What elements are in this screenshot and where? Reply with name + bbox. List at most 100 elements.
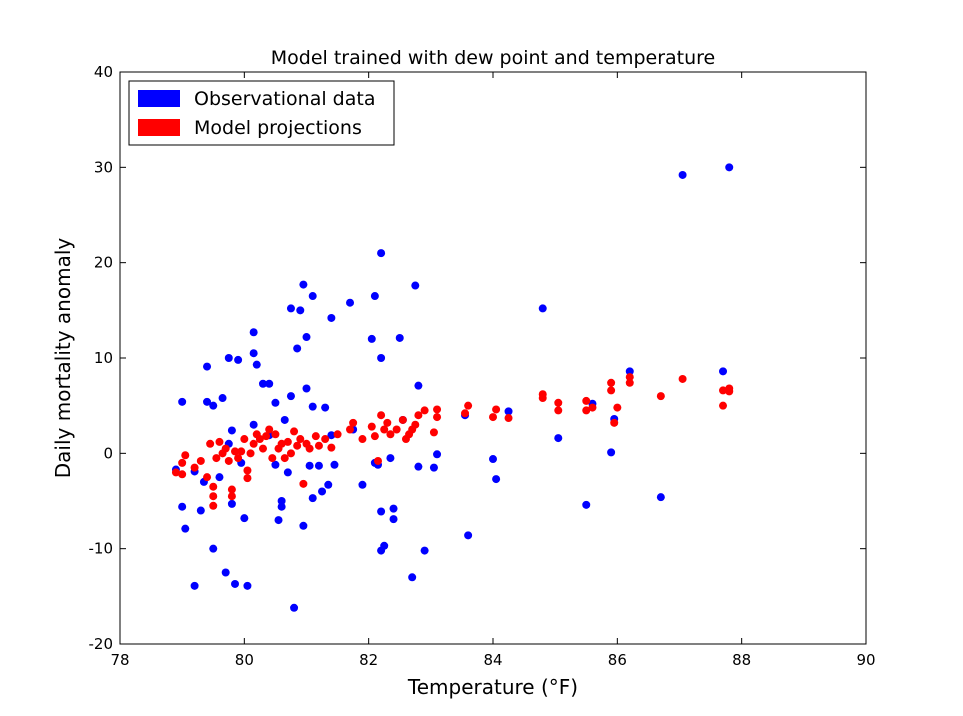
observational-point (209, 401, 218, 410)
model-point (582, 406, 591, 415)
model-point (349, 418, 358, 427)
y-tick-label: -20 (89, 635, 114, 653)
observational-point (414, 381, 423, 390)
model-point (373, 456, 382, 465)
observational-point (240, 514, 249, 523)
observational-point (227, 499, 236, 508)
model-point (171, 468, 180, 477)
observational-point (380, 541, 389, 550)
observational-point (271, 460, 280, 469)
observational-point (221, 568, 230, 577)
x-tick-label: 78 (110, 651, 129, 669)
model-point (212, 454, 221, 463)
legend: Observational data Model projections (128, 80, 395, 146)
observational-point (420, 546, 429, 555)
model-point (280, 454, 289, 463)
observational-point (464, 531, 473, 540)
observational-point (209, 544, 218, 553)
model-point (206, 439, 215, 448)
legend-swatch-model (138, 119, 180, 136)
observational-point (299, 521, 308, 530)
observational-point (408, 573, 417, 582)
observational-point (296, 306, 305, 315)
x-tick-label: 88 (732, 651, 751, 669)
model-point (299, 479, 308, 488)
model-point (492, 405, 501, 414)
observational-point (293, 344, 302, 353)
model-point (286, 449, 295, 458)
model-point (610, 418, 619, 427)
model-point (554, 398, 563, 407)
observational-point (274, 516, 283, 525)
observational-point (308, 494, 317, 503)
model-point (321, 435, 330, 444)
observational-point (504, 407, 513, 416)
model-point (678, 374, 687, 383)
model-point (461, 409, 470, 418)
observational-point (395, 333, 404, 342)
model-point (346, 425, 355, 434)
observational-point (190, 581, 199, 590)
observational-point (252, 360, 261, 369)
model-point (411, 420, 420, 429)
observational-point (178, 502, 187, 511)
model-point (588, 403, 597, 412)
observational-point (656, 493, 665, 502)
observational-point (719, 367, 728, 376)
model-point (271, 430, 280, 439)
model-point (504, 414, 513, 423)
observational-point (377, 507, 386, 516)
model-point (243, 474, 252, 483)
observational-point (411, 281, 420, 290)
x-tick-label: 86 (608, 651, 627, 669)
model-point (725, 384, 734, 393)
model-point (265, 425, 274, 434)
model-point (237, 447, 246, 456)
observational-point (218, 394, 227, 403)
observational-point (324, 480, 333, 489)
model-point (429, 428, 438, 437)
x-tick-label: 80 (235, 651, 254, 669)
model-point (293, 441, 302, 450)
observational-point (358, 480, 367, 489)
model-point (178, 458, 187, 467)
observational-point (227, 426, 236, 435)
observational-point (224, 354, 233, 362)
model-point (719, 401, 728, 410)
observational-point (308, 292, 317, 301)
observational-point (489, 455, 497, 464)
observational-point (492, 475, 501, 484)
model-point (327, 443, 336, 452)
observational-point (554, 434, 563, 443)
observational-point (203, 362, 212, 371)
data-points (171, 163, 734, 612)
model-point (258, 444, 267, 453)
observational-point (302, 333, 311, 342)
model-point (625, 373, 634, 382)
observational-point (625, 367, 634, 376)
observational-point (305, 461, 314, 470)
model-point (464, 401, 473, 410)
model-point (196, 456, 205, 465)
observational-point (271, 398, 280, 407)
model-point (209, 501, 218, 510)
model-point (377, 411, 386, 420)
observational-point (318, 487, 327, 496)
model-point (215, 437, 224, 446)
model-point (224, 456, 233, 465)
y-axis-label: Daily mortality anomaly (51, 238, 75, 479)
model-point (383, 418, 392, 427)
model-point (358, 435, 367, 444)
model-point (554, 406, 563, 415)
model-point (246, 449, 255, 458)
observational-point (582, 500, 591, 509)
model-point (227, 492, 236, 501)
model-series (171, 373, 734, 510)
x-tick-label: 84 (483, 651, 502, 669)
model-point (190, 463, 199, 472)
model-point (227, 485, 236, 494)
model-point (209, 482, 218, 491)
model-point (333, 430, 342, 439)
model-point (656, 392, 665, 401)
